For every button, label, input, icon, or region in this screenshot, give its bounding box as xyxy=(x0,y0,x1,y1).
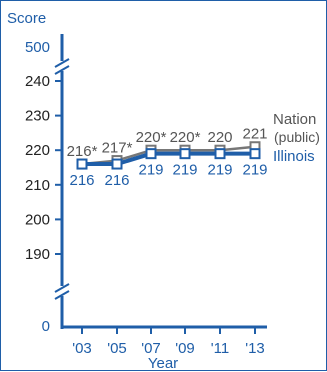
data-label: 221 xyxy=(242,126,267,143)
legend-illinois: Illinois xyxy=(273,148,315,165)
data-label: 219 xyxy=(138,162,163,179)
y-bottom-label: 0 xyxy=(42,318,50,335)
y-axis-break-top-gap xyxy=(53,61,71,71)
data-label: 220* xyxy=(136,129,167,146)
y-tick-label: 230 xyxy=(25,108,50,125)
data-point xyxy=(214,148,226,160)
series-line xyxy=(81,145,256,166)
y-axis-label: Score xyxy=(7,10,46,27)
y-tick-label: 190 xyxy=(25,246,50,263)
x-axis-label: Year xyxy=(148,355,178,372)
legend-nation-line1: Nation xyxy=(273,111,316,128)
y-axis-break-top-mark-2 xyxy=(54,65,70,75)
x-ticks: '03 '05 '07 '09 '11 '13 xyxy=(72,327,265,357)
axes xyxy=(53,34,267,329)
data-label: 219 xyxy=(207,162,232,179)
data-point xyxy=(145,148,157,160)
data-label: 219 xyxy=(242,162,267,179)
data-point xyxy=(249,148,261,160)
data-point xyxy=(179,148,191,160)
x-tick-label: '09 xyxy=(175,340,195,357)
data-label: 216* xyxy=(67,143,98,160)
x-tick-label: '07 xyxy=(141,340,161,357)
x-tick-label: '03 xyxy=(72,340,92,357)
y-tick-label: 200 xyxy=(25,211,50,228)
x-tick-label: '11 xyxy=(211,340,229,357)
legend-nation-line2: (public) xyxy=(274,129,320,145)
data-label: 216 xyxy=(69,172,94,189)
data-point xyxy=(76,158,88,170)
y-ticks: 190 200 210 220 230 240 xyxy=(25,73,62,263)
data-label: 219 xyxy=(172,162,197,179)
y-axis-break-bottom-mark-1 xyxy=(54,283,70,293)
data-label: 220* xyxy=(170,129,201,146)
y-tick-label: 220 xyxy=(25,142,50,159)
y-axis-break-bottom-mark-2 xyxy=(54,290,70,300)
series-line xyxy=(82,151,255,167)
data-point xyxy=(111,158,123,170)
data-label: 220 xyxy=(207,129,232,146)
y-axis-break-top-mark-1 xyxy=(54,58,70,68)
y-tick-label: 240 xyxy=(25,73,50,90)
x-tick-label: '05 xyxy=(107,340,127,357)
x-tick-label: '13 xyxy=(245,340,265,357)
series-lines xyxy=(76,141,261,170)
data-label: 217* xyxy=(102,140,133,157)
data-label: 216 xyxy=(104,172,129,189)
y-tick-label: 210 xyxy=(25,177,50,194)
y-break-top-label: 500 xyxy=(25,39,50,56)
y-axis-break-bottom-gap xyxy=(53,286,71,296)
